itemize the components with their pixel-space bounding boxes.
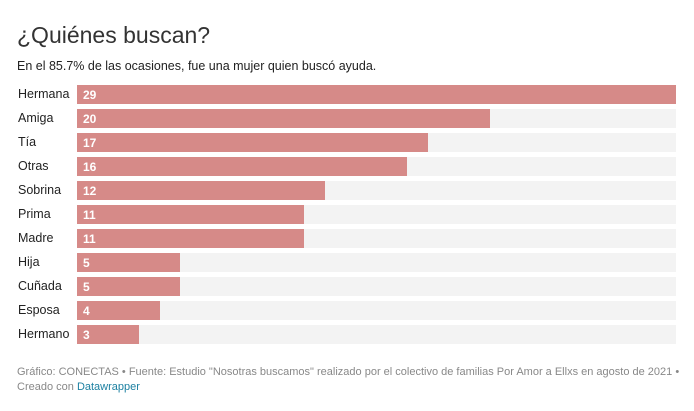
bar-track [77, 325, 676, 344]
category-label: Otras [18, 159, 49, 173]
bar-track [77, 253, 676, 272]
bar [77, 205, 305, 224]
chart-footer: Gráfico: CONECTAS • Fuente: Estudio "Nos… [17, 365, 687, 395]
value-label: 11 [83, 208, 96, 222]
bar-row: Tía 17 [0, 133, 694, 152]
bar [77, 277, 181, 296]
bar [77, 229, 305, 248]
bar-row: Hermano 3 [0, 325, 694, 344]
category-label: Hija [18, 255, 40, 269]
category-label: Esposa [18, 303, 60, 317]
bar-row: Esposa 4 [0, 301, 694, 320]
bar [77, 253, 181, 272]
footer-text: Gráfico: CONECTAS • Fuente: Estudio "Nos… [17, 366, 680, 393]
value-label: 5 [83, 256, 90, 270]
bar [77, 157, 408, 176]
chart-subtitle: En el 85.7% de las ocasiones, fue una mu… [17, 59, 377, 73]
bar-row: Otras 16 [0, 157, 694, 176]
value-label: 29 [83, 88, 97, 102]
value-label: 11 [83, 232, 96, 246]
bar-row: Hermana 29 [0, 85, 694, 104]
chart-title: ¿Quiénes buscan? [17, 22, 211, 48]
category-label: Sobrina [18, 183, 62, 197]
bar-row: Sobrina 12 [0, 181, 694, 200]
bar-track [77, 277, 676, 296]
bar-row: Madre 11 [0, 229, 694, 248]
datawrapper-link[interactable]: Datawrapper [76, 381, 140, 393]
bar [77, 85, 676, 104]
value-label: 5 [83, 280, 90, 294]
bar [77, 109, 491, 128]
category-label: Hermano [18, 327, 70, 341]
value-label: 17 [83, 136, 97, 150]
bar-row: Prima 11 [0, 205, 694, 224]
bar [77, 325, 139, 344]
value-label: 3 [83, 328, 90, 342]
bar [77, 301, 160, 320]
category-label: Hermana [18, 87, 70, 101]
category-label: Tía [18, 135, 37, 149]
value-label: 12 [83, 184, 97, 198]
category-label: Cuñada [18, 279, 62, 293]
category-label: Prima [18, 207, 51, 221]
bar-row: Cuñada 5 [0, 277, 694, 296]
value-label: 20 [83, 112, 97, 126]
value-label: 4 [83, 304, 90, 318]
bar [77, 181, 325, 200]
bar-track [77, 301, 676, 320]
bar-row: Hija 5 [0, 253, 694, 272]
category-label: Madre [18, 231, 54, 245]
bar-row: Amiga 20 [0, 109, 694, 128]
bar [77, 133, 429, 152]
category-label: Amiga [18, 111, 54, 125]
value-label: 16 [83, 160, 97, 174]
